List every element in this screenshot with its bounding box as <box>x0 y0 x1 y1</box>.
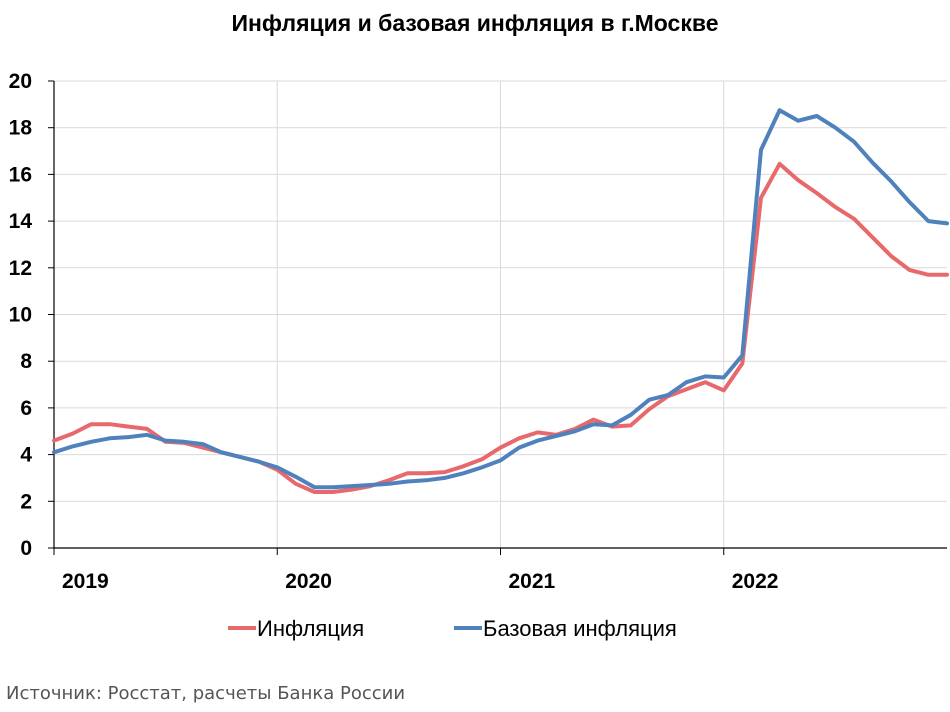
source-note: Источник: Росстат, расчеты Банка России <box>6 683 406 704</box>
x-tick-label: 2020 <box>285 570 332 593</box>
legend-label: Инфляция <box>257 616 364 641</box>
y-tick-label: 0 <box>20 537 32 560</box>
series-lines <box>52 108 949 494</box>
y-tick-label: 12 <box>9 257 32 280</box>
chart-title: Инфляция и базовая инфляция в г.Москве <box>231 10 719 36</box>
y-tick-label: 2 <box>20 490 32 513</box>
x-tick-label: 2021 <box>509 570 556 593</box>
y-tick-label: 16 <box>9 163 32 186</box>
y-tick-label: 20 <box>9 70 32 93</box>
series-line-0 <box>52 161 949 494</box>
y-tick-label: 14 <box>9 210 33 233</box>
x-tick-label: 2019 <box>62 570 109 593</box>
x-tick-label: 2022 <box>732 570 779 593</box>
y-tick-label: 10 <box>9 304 32 327</box>
y-tick-label: 6 <box>20 397 32 420</box>
y-tick-label: 8 <box>20 350 32 373</box>
y-axis-ticks: 0 2 4 6 8 10 12 14 16 18 20 <box>9 70 54 560</box>
y-tick-label: 4 <box>20 444 32 467</box>
y-tick-label: 18 <box>9 117 33 140</box>
grid-lines <box>54 80 947 548</box>
series-line-1 <box>52 108 949 490</box>
legend: Инфляция Базовая инфляция <box>228 616 677 641</box>
x-axis-ticks: 2019 2020 2021 2022 <box>53 548 779 593</box>
legend-label: Базовая инфляция <box>483 616 677 641</box>
